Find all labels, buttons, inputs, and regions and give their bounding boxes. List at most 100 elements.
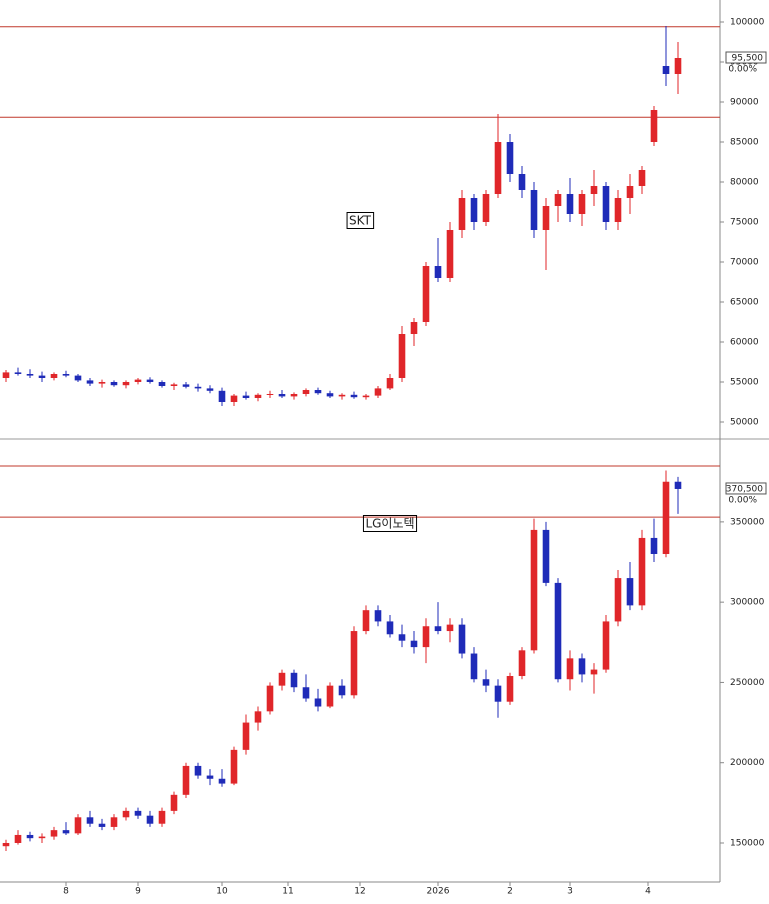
candle-body: [2, 372, 10, 378]
candle-body: [14, 372, 22, 374]
title-box: [346, 212, 375, 229]
candle-body: [638, 170, 646, 186]
candle-body: [650, 110, 658, 142]
candle-body: [26, 834, 34, 839]
x-tick-label: 11: [282, 887, 293, 897]
candle-body: [434, 266, 442, 278]
last-price-label: 370,500: [726, 484, 763, 494]
candle-body: [566, 194, 574, 214]
x-tick-label: 8: [63, 887, 69, 897]
candle-body: [170, 384, 178, 386]
candle-body: [602, 186, 610, 222]
candle-body: [14, 834, 22, 843]
candle-body: [386, 378, 394, 389]
y-tick-label: 150000: [730, 838, 765, 848]
candle-body: [206, 388, 214, 391]
candle-body: [314, 698, 322, 707]
candle-body: [254, 394, 262, 398]
candle-body: [302, 390, 310, 394]
candle-body: [254, 711, 262, 723]
y-tick-label: 80000: [730, 178, 759, 188]
x-tick-label: 2: [507, 887, 513, 897]
candle-body: [578, 658, 586, 675]
candle-body: [506, 142, 514, 174]
candle-body: [134, 379, 142, 382]
candle-body: [302, 687, 310, 699]
y-tick-label: 90000: [730, 98, 759, 108]
candle-body: [410, 640, 418, 648]
candle-body: [98, 823, 106, 827]
candle-body: [350, 394, 358, 398]
candle-body: [242, 395, 250, 398]
y-tick-label: 200000: [730, 758, 765, 768]
candle-body: [158, 810, 166, 824]
x-tick-label: 3: [567, 887, 573, 897]
y-tick-label: 65000: [730, 298, 759, 308]
candle-body: [590, 669, 598, 675]
candle-body: [62, 374, 70, 376]
candle-body: [626, 186, 634, 198]
candle-body: [278, 394, 286, 397]
candle-body: [434, 626, 442, 632]
candle-body: [458, 624, 466, 654]
candle-body: [506, 676, 514, 702]
candle-body: [674, 481, 682, 489]
change-label: 0.00%: [728, 495, 757, 505]
candle-body: [422, 626, 430, 648]
y-tick-label: 100000: [730, 18, 765, 28]
candle-body: [398, 634, 406, 641]
candle-body: [422, 266, 430, 322]
candle-body: [362, 395, 370, 398]
candle-body: [86, 380, 94, 384]
candle-body: [566, 658, 574, 680]
candle-body: [194, 765, 202, 776]
candle-body: [446, 624, 454, 632]
candle-body: [218, 778, 226, 784]
candle-body: [38, 836, 46, 839]
candle-body: [530, 190, 538, 230]
candle-body: [662, 66, 670, 74]
y-tick-label: 60000: [730, 338, 759, 348]
y-tick-label: 55000: [730, 378, 759, 388]
candle-body: [98, 382, 106, 384]
candle-body: [26, 374, 34, 376]
candle-body: [158, 382, 166, 386]
candle-body: [218, 390, 226, 402]
candle-body: [374, 610, 382, 622]
y-tick-label: 50000: [730, 418, 759, 428]
candle-body: [326, 393, 334, 397]
candle-body: [278, 672, 286, 686]
candle-body: [110, 817, 118, 827]
candle-body: [182, 384, 190, 387]
candle-body: [338, 394, 346, 397]
candle-body: [494, 142, 502, 194]
candle-body: [494, 685, 502, 702]
candle-body: [410, 322, 418, 334]
x-tick-label: 2026: [427, 887, 450, 897]
candle-body: [602, 621, 610, 670]
candle-body: [446, 230, 454, 278]
candle-body: [614, 198, 622, 222]
title-box: [362, 515, 418, 532]
price-box: [725, 482, 767, 495]
candle-body: [626, 578, 634, 606]
change-label: 0.00%: [728, 65, 757, 75]
candle-body: [386, 621, 394, 635]
candle-body: [266, 685, 274, 712]
candle-body: [614, 578, 622, 622]
candle-body: [662, 481, 670, 554]
candle-body: [398, 334, 406, 378]
candle-body: [362, 610, 370, 632]
candle-body: [650, 537, 658, 554]
candle-body: [554, 194, 562, 206]
candle-body: [542, 529, 550, 583]
candle-body: [290, 394, 298, 397]
candle-body: [206, 775, 214, 779]
candle-body: [674, 58, 682, 74]
candle-body: [590, 186, 598, 194]
price-box: [725, 51, 767, 64]
candle-body: [50, 374, 58, 378]
candle-body: [50, 830, 58, 837]
